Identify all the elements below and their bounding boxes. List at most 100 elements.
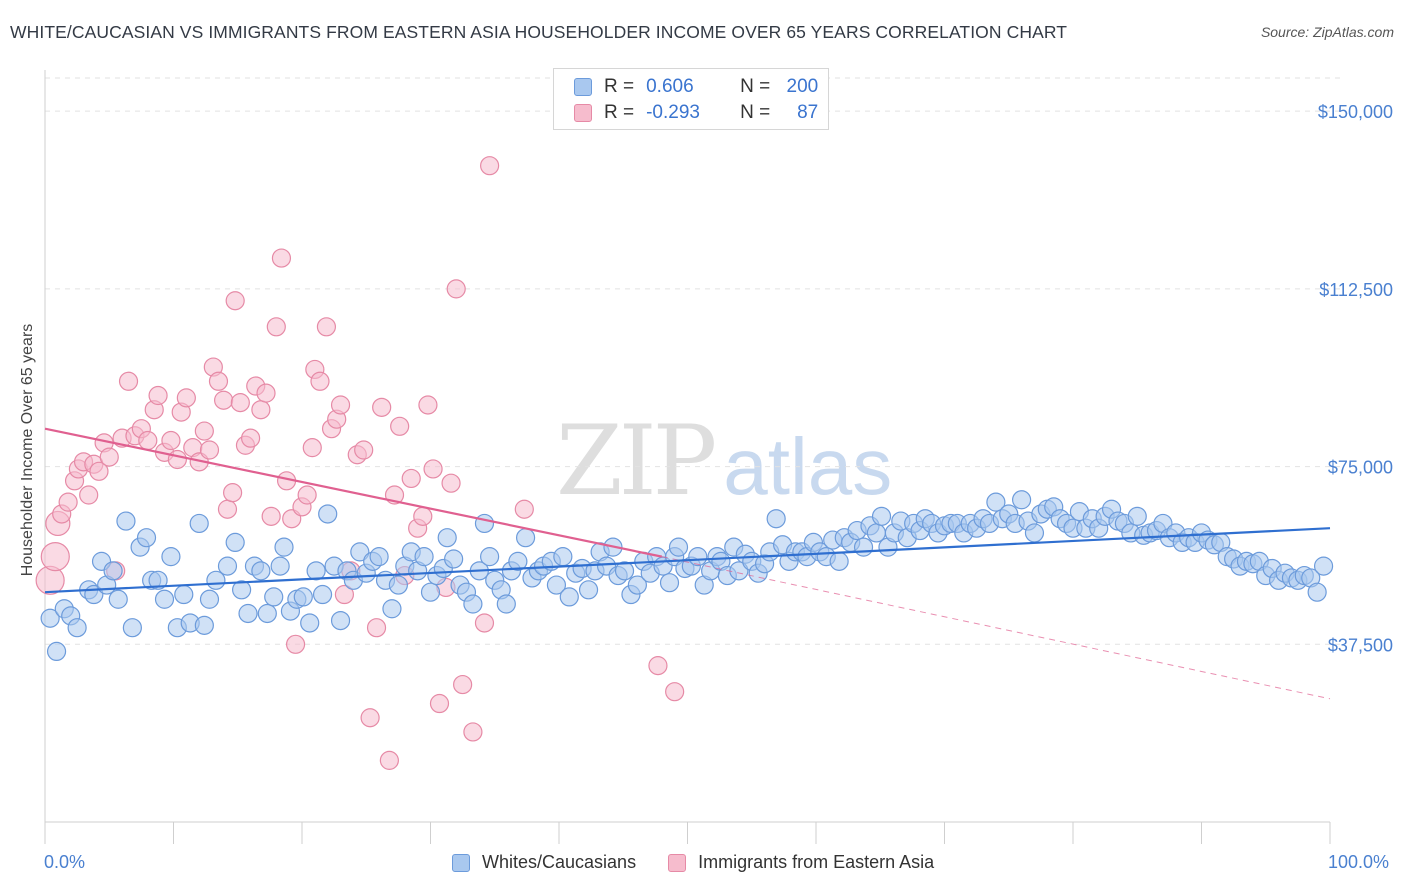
legend-swatch-blue <box>574 78 592 96</box>
data-point-immigrants <box>40 542 70 572</box>
data-point-whites <box>508 551 528 571</box>
data-point-immigrants <box>214 390 234 410</box>
data-point-immigrants <box>285 634 306 654</box>
correlation-legend: R = 0.606 N = 200 R = -0.293 N = 87 <box>553 68 829 130</box>
data-point-immigrants <box>194 421 214 441</box>
x-tick-label-left: 0.0% <box>44 852 86 872</box>
legend-row-immigrants: R = -0.293 N = 87 <box>574 102 818 124</box>
data-point-immigrants <box>379 750 399 770</box>
data-point-whites <box>136 528 157 548</box>
data-point-whites <box>1024 523 1045 543</box>
y-tick-label-0: $37,500 <box>1328 635 1393 655</box>
data-point-immigrants <box>241 428 261 448</box>
data-point-whites <box>293 587 313 607</box>
y-tick-label-3: $150,000 <box>1318 102 1393 122</box>
data-point-whites <box>437 528 457 548</box>
legend-row-whites: R = 0.606 N = 200 <box>574 76 818 98</box>
data-point-immigrants <box>230 393 250 413</box>
data-point-immigrants <box>665 682 685 702</box>
data-point-immigrants <box>167 449 187 470</box>
data-point-whites <box>350 542 370 562</box>
series-legend: Whites/Caucasians Immigrants from Easter… <box>452 852 934 873</box>
data-point-whites <box>300 613 320 633</box>
data-point-whites <box>232 580 252 600</box>
data-point-whites <box>986 492 1006 512</box>
data-point-immigrants <box>199 440 220 460</box>
r-label: R = <box>604 102 635 123</box>
data-point-whites <box>1011 490 1032 510</box>
data-point-whites <box>148 570 168 590</box>
data-point-whites <box>659 573 680 593</box>
data-point-immigrants <box>429 693 450 714</box>
trend-line-whites <box>44 527 1331 594</box>
data-point-immigrants <box>418 395 438 415</box>
trend-line-immigrants-extension <box>661 556 1331 700</box>
legend-label-immigrants: Immigrants from Eastern Asia <box>698 852 935 872</box>
data-point-whites <box>627 575 647 595</box>
data-point-immigrants <box>423 459 443 479</box>
data-point-immigrants <box>225 291 245 311</box>
data-point-immigrants <box>366 618 387 638</box>
legend-swatch-pink <box>574 104 592 122</box>
data-point-whites <box>194 615 214 635</box>
data-point-whites <box>463 594 483 614</box>
trend-line-immigrants <box>44 427 663 558</box>
y-axis-label: Householder Income Over 65 years <box>19 323 36 577</box>
data-point-whites <box>251 561 271 581</box>
data-point-whites <box>369 547 389 567</box>
data-point-immigrants <box>176 388 196 408</box>
data-point-immigrants <box>453 674 473 695</box>
data-point-immigrants <box>118 371 139 391</box>
data-point-immigrants <box>334 584 355 605</box>
data-point-whites <box>189 513 209 534</box>
data-point-whites <box>312 584 333 605</box>
data-point-immigrants <box>297 485 317 505</box>
legend-label-whites: Whites/Caucasians <box>482 852 637 872</box>
data-point-whites <box>318 504 338 524</box>
data-point-immigrants <box>161 430 181 451</box>
data-point-whites <box>496 594 516 614</box>
data-point-whites <box>853 537 874 557</box>
data-point-whites <box>420 582 441 602</box>
data-point-immigrants <box>138 430 158 451</box>
data-point-whites <box>108 589 128 609</box>
source-credit: Source: ZipAtlas.com <box>1260 24 1394 40</box>
n-label: N = <box>740 102 771 123</box>
data-point-whites <box>414 547 434 567</box>
data-point-immigrants <box>208 371 229 391</box>
data-point-whites <box>264 587 284 607</box>
data-point-whites <box>217 556 238 576</box>
data-point-whites <box>546 575 567 595</box>
x-tick-label-right: 100.0% <box>1328 852 1390 872</box>
data-point-whites <box>306 561 326 581</box>
data-point-immigrants <box>648 656 668 676</box>
data-point-whites <box>1313 556 1334 576</box>
data-point-immigrants <box>480 156 500 176</box>
data-point-whites <box>688 547 708 567</box>
data-point-immigrants <box>354 440 374 460</box>
data-point-immigrants <box>463 722 483 742</box>
data-point-whites <box>480 547 500 567</box>
data-point-whites <box>161 547 181 567</box>
data-point-whites <box>553 547 573 567</box>
data-point-whites <box>1127 506 1147 526</box>
data-point-immigrants <box>441 473 461 493</box>
data-point-immigrants <box>372 397 392 417</box>
data-point-immigrants <box>266 317 286 337</box>
data-point-whites <box>578 580 599 600</box>
data-point-whites <box>116 511 136 531</box>
data-point-whites <box>829 551 849 571</box>
y-tick-label-1: $75,000 <box>1328 458 1393 478</box>
data-point-whites <box>67 618 87 638</box>
data-point-whites <box>388 575 408 595</box>
data-point-immigrants <box>223 483 243 503</box>
data-point-immigrants <box>217 499 238 519</box>
r-value: -0.293 <box>646 102 700 123</box>
data-point-whites <box>330 610 351 631</box>
data-point-immigrants <box>79 485 99 505</box>
data-point-whites <box>40 608 60 628</box>
data-point-whites <box>154 589 175 609</box>
data-point-whites <box>238 603 258 624</box>
data-point-whites <box>515 528 536 548</box>
